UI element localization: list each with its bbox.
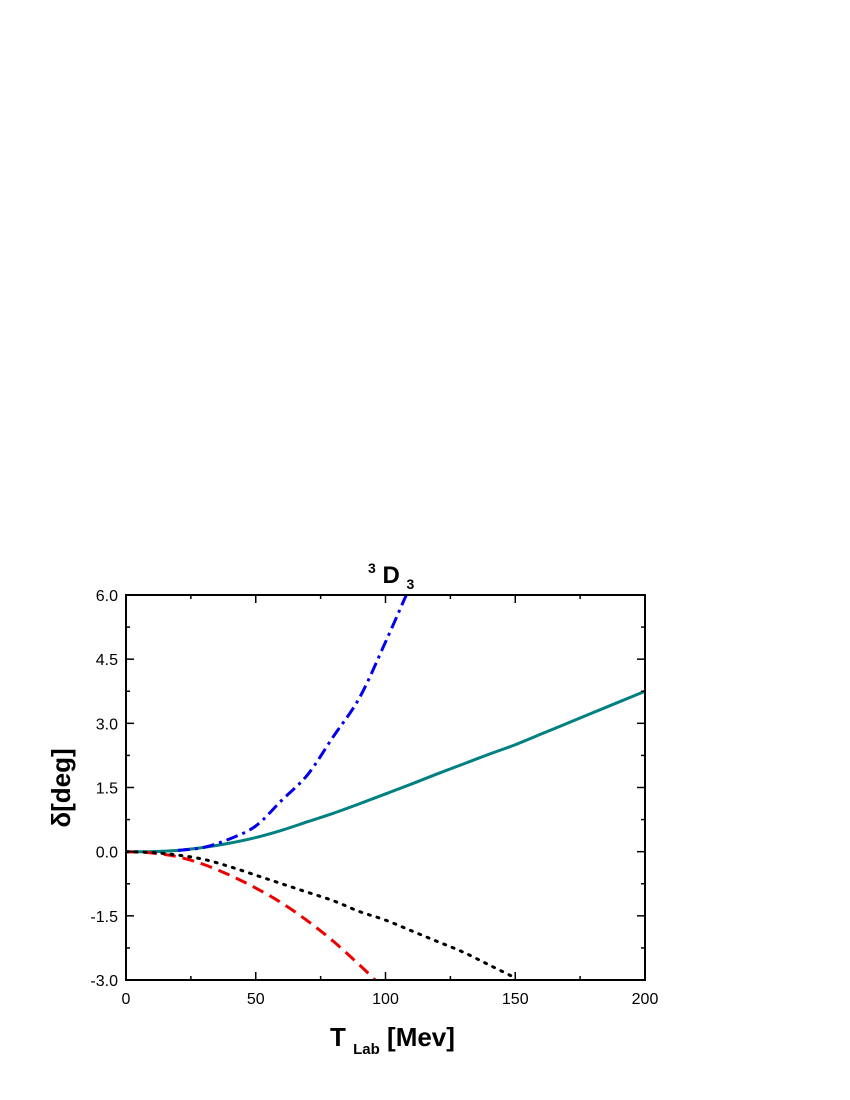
y-tick-label: 1.5 [96, 781, 118, 798]
y-tick-label: 3.0 [96, 716, 118, 733]
y-tick-label: 4.5 [96, 652, 118, 669]
y-tick-label: -1.5 [90, 909, 118, 926]
plot-frame [125, 594, 646, 981]
x-axis-title-subscript: Lab [353, 1041, 380, 1058]
series-line-4-dotted [126, 850, 517, 980]
chart-title-main: D [382, 562, 399, 589]
y-axis-title: δ[deg] [46, 748, 76, 827]
series-layer [126, 595, 645, 980]
y-tick-label: -3.0 [90, 973, 118, 990]
x-axis-title: T Lab [Mev] [330, 1022, 455, 1060]
x-tick-label: 150 [502, 991, 529, 1008]
series-line-3-dashed [126, 850, 377, 980]
y-tick-label: 0.0 [96, 845, 118, 862]
x-tick-label: 200 [632, 991, 659, 1008]
x-tick-label: 100 [372, 991, 399, 1008]
chart-title-subscript: 3 [406, 576, 414, 592]
y-tick-label: 6.0 [96, 588, 118, 605]
x-tick-label: 0 [122, 991, 131, 1008]
chart-title: 3 D 3 [368, 552, 414, 592]
ticks-layer: 0 50 100 150 200 -3.0 -1.5 0.0 1.5 3.0 4.5 6.0 [90, 588, 658, 1008]
x-axis-title-unit: [Mev] [387, 1022, 455, 1052]
x-axis-title-main: T [330, 1022, 346, 1052]
series-line-1-solid [126, 689, 645, 854]
x-tick-label: 50 [247, 991, 265, 1008]
chart-title-superscript: 3 [368, 560, 376, 576]
series-line-2-dashdot [177, 595, 408, 852]
